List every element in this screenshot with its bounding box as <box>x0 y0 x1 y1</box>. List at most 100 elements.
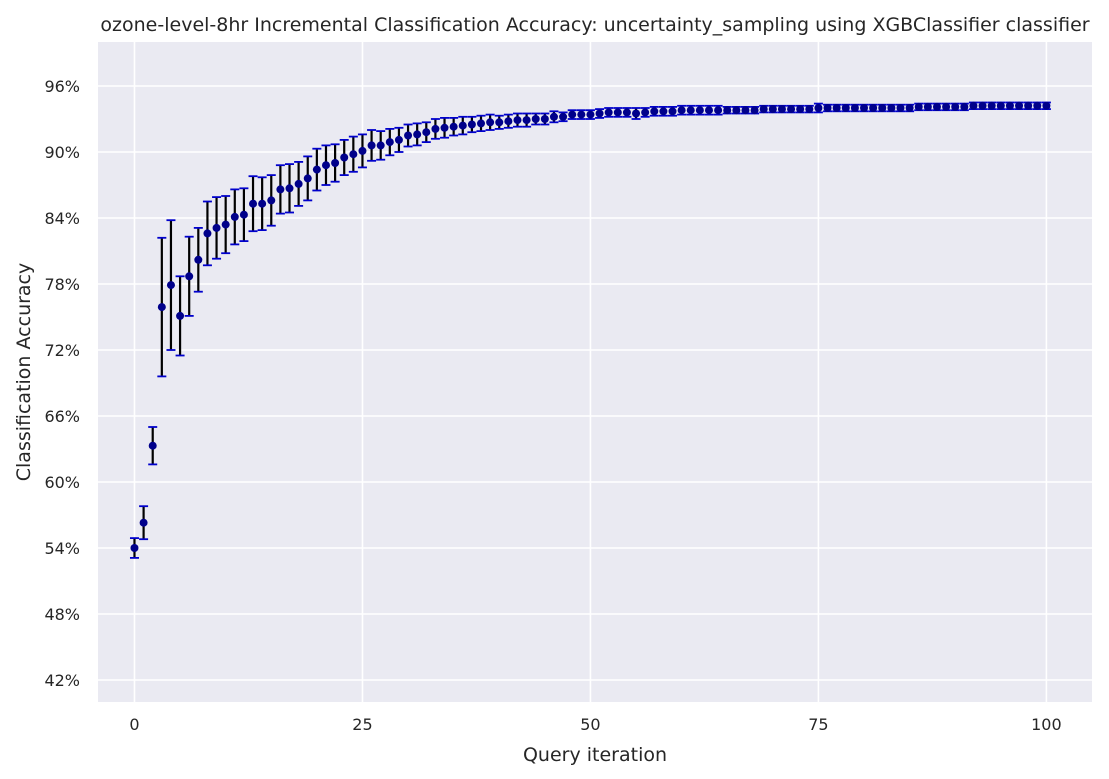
data-point <box>996 101 1005 110</box>
data-point <box>850 104 859 112</box>
x-tick-label: 100 <box>1031 715 1062 734</box>
data-point <box>768 105 777 114</box>
y-tick-label: 42% <box>44 671 80 690</box>
data-point <box>969 101 978 110</box>
y-tick-label: 72% <box>44 341 80 360</box>
data-point <box>860 104 869 112</box>
data-point <box>331 159 340 167</box>
y-tick-label: 84% <box>44 209 80 228</box>
data-point <box>978 101 987 110</box>
x-tick-label: 0 <box>129 715 139 734</box>
data-point <box>987 101 996 110</box>
data-point <box>249 199 258 208</box>
data-point <box>796 105 805 114</box>
data-point <box>477 119 486 128</box>
data-point <box>358 146 367 155</box>
data-point <box>303 174 312 183</box>
data-point <box>577 110 586 119</box>
data-point <box>522 116 531 125</box>
data-point <box>677 106 686 115</box>
data-point <box>440 123 449 132</box>
data-point <box>750 106 759 115</box>
data-point <box>221 220 230 229</box>
data-point <box>777 105 786 114</box>
data-point <box>185 272 194 281</box>
data-point <box>1015 101 1024 110</box>
x-tick-labels: 0 25 50 75 100 <box>129 715 1061 734</box>
data-point <box>449 122 458 131</box>
data-point <box>531 115 540 123</box>
y-tick-labels: 42% 48% 54% 60% 66% 72% 78% 84% 90% 96% <box>44 77 80 690</box>
y-tick-label: 66% <box>44 407 80 426</box>
data-point <box>404 131 413 140</box>
data-point <box>704 106 713 115</box>
x-tick-label: 25 <box>352 715 372 734</box>
data-point <box>659 107 668 116</box>
data-point <box>467 120 476 129</box>
data-point <box>431 124 440 133</box>
data-point <box>604 108 613 117</box>
data-point <box>823 104 832 112</box>
data-point <box>212 223 221 232</box>
data-point <box>203 229 212 238</box>
data-point <box>586 110 595 119</box>
data-point <box>549 112 558 121</box>
data-point <box>1033 101 1042 110</box>
data-point <box>759 105 768 114</box>
data-point <box>285 184 294 193</box>
data-point <box>486 118 495 127</box>
y-tick-label: 60% <box>44 473 80 492</box>
data-point <box>568 110 577 119</box>
data-point <box>723 106 732 115</box>
data-point <box>805 105 814 114</box>
data-point <box>239 210 248 219</box>
data-point <box>394 135 403 144</box>
x-tick-label: 75 <box>808 715 828 734</box>
data-point <box>932 102 941 111</box>
chart-title: ozone-level-8hr Incremental Classificati… <box>100 14 1089 36</box>
data-point <box>540 115 549 123</box>
data-point <box>294 179 303 188</box>
data-points <box>130 101 1051 552</box>
data-point <box>668 107 677 116</box>
data-point <box>504 117 513 126</box>
data-point <box>157 303 166 312</box>
data-point <box>340 153 349 162</box>
data-point <box>832 104 841 112</box>
data-point <box>942 102 951 111</box>
data-point <box>130 544 139 552</box>
data-point <box>905 104 914 112</box>
data-point <box>613 108 622 117</box>
x-tick-label: 50 <box>580 715 600 734</box>
data-point <box>276 185 285 194</box>
data-point <box>622 108 631 117</box>
data-point <box>741 106 750 115</box>
data-point <box>686 106 695 115</box>
y-tick-label: 90% <box>44 143 80 162</box>
data-point <box>376 141 385 150</box>
y-tick-label: 54% <box>44 539 80 558</box>
data-point <box>166 281 175 290</box>
y-axis-label: Classification Accuracy <box>13 263 35 482</box>
grid <box>98 42 1092 702</box>
data-point <box>367 141 376 150</box>
data-point <box>258 199 267 208</box>
data-point <box>896 104 905 112</box>
data-point <box>787 105 796 114</box>
data-point <box>714 106 723 115</box>
data-point <box>960 102 969 111</box>
data-point <box>194 255 203 264</box>
x-axis-label: Query iteration <box>523 744 667 766</box>
data-point <box>1024 101 1033 110</box>
plot-background <box>98 42 1092 702</box>
data-point <box>139 518 148 527</box>
data-point <box>841 104 850 112</box>
data-point <box>230 212 239 221</box>
data-point <box>887 104 896 112</box>
data-point <box>951 102 960 111</box>
data-point <box>869 104 878 112</box>
data-point <box>1005 101 1014 110</box>
data-point <box>321 161 330 170</box>
data-point <box>176 311 185 320</box>
